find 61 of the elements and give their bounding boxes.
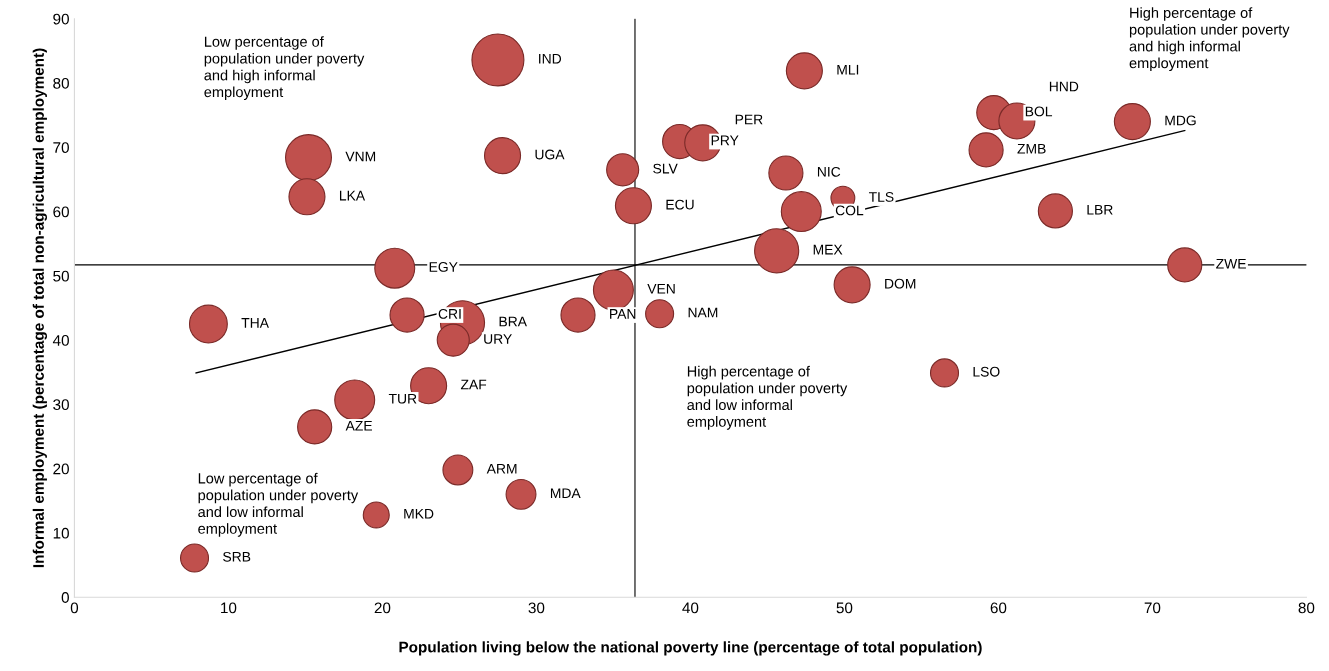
annotation: Low percentage of population under poverty and high informal employment xyxy=(204,36,365,101)
annotation: High percentage of population under poverty and low informal employment xyxy=(687,365,848,430)
data-label: MLI xyxy=(837,64,859,75)
data-label: MEX xyxy=(813,244,843,255)
y-axis-title: Informal employment (percentage of total non-agricultural employment) xyxy=(32,48,48,568)
data-label: SRB xyxy=(223,551,251,562)
data-label: ZWE xyxy=(1216,258,1246,269)
data-label: EGY xyxy=(429,262,458,272)
data-label: IND xyxy=(539,53,562,64)
data-label: URY xyxy=(484,334,512,344)
data-label: BOL xyxy=(1025,106,1053,117)
y-tick-label: 60 xyxy=(53,206,69,218)
x-tick-label: 20 xyxy=(374,602,391,614)
data-label: PRY xyxy=(711,135,739,146)
data-label: BRA xyxy=(499,316,527,327)
data-label: CRI xyxy=(438,308,461,319)
data-label: DOM xyxy=(885,278,916,289)
data-label: VNM xyxy=(345,151,376,162)
y-tick-label: 50 xyxy=(53,270,69,282)
x-tick-label: 50 xyxy=(836,602,853,614)
data-label: MDG xyxy=(1165,115,1196,126)
data-label: TLS xyxy=(868,191,894,202)
data-label: PAN xyxy=(610,309,636,319)
y-tick-label: 80 xyxy=(53,77,69,89)
annotation: High percentage of population under poverty and high informal employment xyxy=(1129,7,1290,72)
y-tick-label: 40 xyxy=(52,334,69,346)
data-label: NIC xyxy=(817,166,841,177)
data-label: PER xyxy=(735,114,763,125)
x-tick-label: 40 xyxy=(682,602,699,614)
y-tick-label: 30 xyxy=(53,399,69,411)
data-label: ARM xyxy=(486,463,517,474)
x-tick-label: 30 xyxy=(528,602,545,614)
y-tick-label: 0 xyxy=(61,592,69,603)
x-tick-label: 70 xyxy=(1144,602,1161,614)
x-tick-label: 60 xyxy=(990,602,1007,614)
y-tick-label: 10 xyxy=(53,527,69,539)
data-label: SLV xyxy=(653,163,678,174)
data-label: LBR xyxy=(1087,204,1113,215)
data-label: LSO xyxy=(973,366,1000,377)
x-axis-title: Population living below the national poverty line (percentage of total population) xyxy=(399,641,982,656)
data-label: VEN xyxy=(647,284,675,294)
data-label: COL xyxy=(835,205,864,216)
annotation: Low percentage of population under poverty and low informal employment xyxy=(198,472,359,537)
data-label: LKA xyxy=(339,190,366,201)
data-label: THA xyxy=(241,318,269,328)
y-tick-label: 70 xyxy=(53,142,69,154)
data-label: MDA xyxy=(550,488,581,498)
x-tick-label: 10 xyxy=(221,602,237,614)
data-label: AZE xyxy=(345,420,372,431)
data-label: ZAF xyxy=(460,379,487,390)
data-label: ZMB xyxy=(1017,143,1046,154)
data-label: UGA xyxy=(535,149,565,160)
x-tick-label: 80 xyxy=(1298,602,1315,614)
data-label: MKD xyxy=(404,508,434,519)
y-tick-label: 20 xyxy=(53,463,69,475)
x-tick-label: 0 xyxy=(70,602,79,614)
data-label: ECU xyxy=(666,199,694,210)
data-label: HND xyxy=(1049,81,1079,92)
data-label: TUR xyxy=(388,393,417,404)
y-tick-label: 90 xyxy=(53,13,69,25)
data-label: NAM xyxy=(688,307,718,318)
